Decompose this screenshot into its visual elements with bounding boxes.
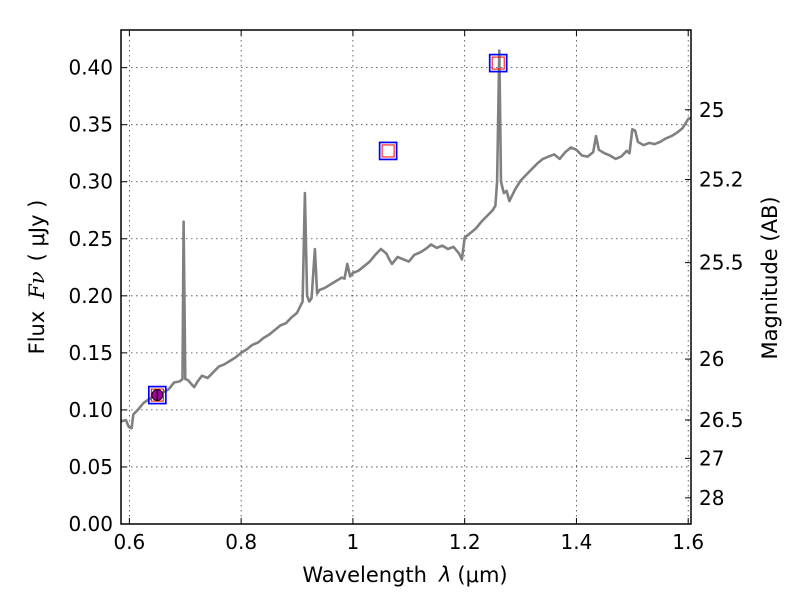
- y-axis-label: FluxFν( μJy ): [25, 200, 49, 355]
- y-tick-label: 0.05: [68, 455, 113, 479]
- y2-tick-label: 26: [699, 347, 724, 371]
- x-tick-label: 1.6: [672, 530, 704, 554]
- plot-frame: [120, 29, 692, 525]
- model-square: [147, 385, 167, 405]
- y2-tick-label: 27: [699, 446, 724, 470]
- model-square: [378, 141, 398, 161]
- y2-tick-label: 25: [699, 98, 724, 122]
- marker-layer: [147, 53, 508, 405]
- y2-tick-label: 26.5: [699, 408, 744, 432]
- y-tick-label: 0.40: [68, 56, 113, 80]
- y-tick-label: 0.15: [68, 341, 113, 365]
- y2-tick-label: 28: [699, 486, 724, 510]
- observed-square: [491, 56, 505, 70]
- x-axis-label: Wavelength λ (μm): [302, 563, 507, 587]
- y-tick-label: 0.00: [68, 512, 113, 536]
- y2-axis-label: Magnitude (AB): [758, 196, 782, 359]
- x-tick-label: 1.4: [561, 530, 593, 554]
- y2-axis-ticks: 25 25.2 25.5 26 26.5 27 28: [685, 98, 744, 510]
- y-tick-label: 0.10: [68, 398, 113, 422]
- x-tick-label: 0.8: [225, 530, 257, 554]
- y-tick-label: 0.20: [68, 284, 113, 308]
- x-tick-label: 0.6: [113, 530, 145, 554]
- y2-tick-label: 25.2: [699, 167, 744, 191]
- x-axis-ticks: 0.6 0.8 1 1.2 1.4 1.6: [113, 30, 704, 554]
- y-tick-label: 0.25: [68, 227, 113, 251]
- observed-square: [381, 144, 395, 158]
- y-tick-label: 0.35: [68, 113, 113, 137]
- spectrum-line: [120, 49, 692, 430]
- y-axis-ticks: 0.00 0.05 0.10 0.15 0.20 0.25 0.30 0.35 0.40: [68, 56, 127, 536]
- y-tick-label: 0.30: [68, 170, 113, 194]
- y2-tick-label: 25.5: [699, 251, 744, 275]
- model-square: [488, 53, 508, 73]
- series-layer: [120, 49, 692, 430]
- x-tick-label: 1: [347, 530, 360, 554]
- grid-lines: [121, 30, 691, 524]
- x-tick-label: 1.2: [449, 530, 481, 554]
